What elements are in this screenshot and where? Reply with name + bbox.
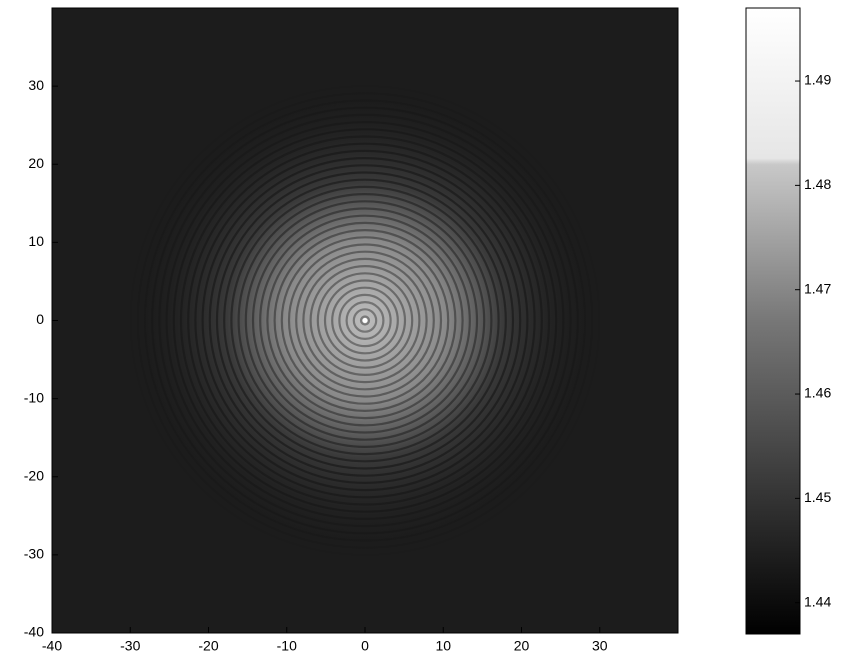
ring xyxy=(244,200,486,441)
y-tick-label: -20 xyxy=(24,467,44,483)
ring xyxy=(295,250,435,391)
x-tick-label: -20 xyxy=(198,638,218,654)
ring xyxy=(345,301,385,341)
ring xyxy=(194,149,536,492)
ring xyxy=(331,286,399,355)
y-tick-label: 10 xyxy=(28,233,44,249)
ring xyxy=(237,193,493,449)
x-tick-label: -30 xyxy=(120,638,140,654)
center-dot xyxy=(362,318,368,323)
x-tick-label: -10 xyxy=(277,638,297,654)
y-tick-label: -30 xyxy=(24,546,44,562)
ring xyxy=(187,142,543,499)
ring xyxy=(273,229,457,413)
ring xyxy=(359,315,371,326)
colorbar-tick-label: 1.44 xyxy=(804,593,831,609)
x-tick-label: 20 xyxy=(514,638,530,654)
x-tick-label: 30 xyxy=(592,638,608,654)
ring xyxy=(309,265,421,377)
y-tick-label: 0 xyxy=(36,311,44,327)
ring xyxy=(143,99,587,542)
x-tick-label: 0 xyxy=(361,638,369,654)
ring xyxy=(136,92,594,549)
ring xyxy=(302,257,428,384)
colorbar-tick-label: 1.48 xyxy=(804,176,831,192)
ring xyxy=(179,135,551,506)
ring xyxy=(215,171,515,470)
colorbar-tick-label: 1.49 xyxy=(804,72,831,88)
ring xyxy=(266,221,464,420)
ring xyxy=(287,243,443,398)
colorbar-tick-label: 1.46 xyxy=(804,385,831,401)
ring xyxy=(172,128,558,513)
ring xyxy=(230,185,500,456)
x-tick-label: -40 xyxy=(42,638,62,654)
x-tick-label: 10 xyxy=(435,638,451,654)
heatmap xyxy=(52,8,678,633)
colorbar xyxy=(745,7,801,635)
y-tick-label: -10 xyxy=(24,389,44,405)
ring xyxy=(338,293,392,348)
ring xyxy=(352,308,378,333)
y-tick-label: 30 xyxy=(28,77,44,93)
ring xyxy=(316,272,414,369)
ring xyxy=(158,113,572,528)
y-tick-label: -40 xyxy=(24,624,44,640)
ring xyxy=(208,164,522,477)
ring xyxy=(323,279,407,362)
colorbar-tick-label: 1.47 xyxy=(804,280,831,296)
colorbar-tick-label: 1.45 xyxy=(804,489,831,505)
ring xyxy=(151,106,579,535)
y-tick-label: 20 xyxy=(28,155,44,171)
ring xyxy=(259,214,471,427)
ring xyxy=(223,178,507,463)
ring xyxy=(201,157,529,484)
ring xyxy=(251,207,479,434)
ring xyxy=(280,236,450,405)
ring xyxy=(165,121,565,520)
